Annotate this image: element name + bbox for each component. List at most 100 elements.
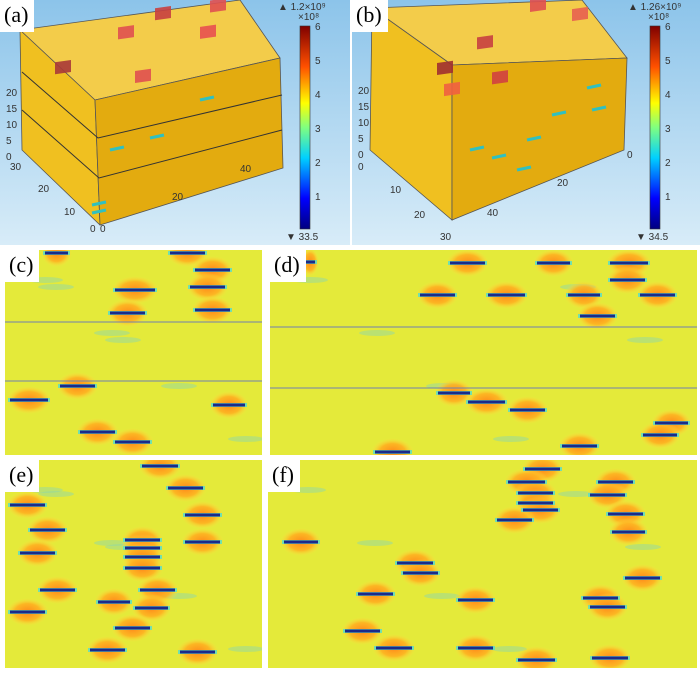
- panel-f-label: (f): [268, 460, 300, 492]
- low-stress-streak: [228, 436, 262, 442]
- axis-z-tick: 20: [6, 88, 18, 99]
- colorbar: [299, 25, 311, 230]
- crack-mark: [586, 83, 602, 90]
- panel-d-field-map: (d): [270, 250, 697, 455]
- stress-halo: [558, 432, 601, 455]
- axis-x-tick: 40: [487, 208, 499, 219]
- colorbar: [649, 25, 661, 230]
- colorbar-min-label: ▼ 33.5: [286, 232, 319, 243]
- axis-x-tick: 20: [172, 192, 184, 203]
- panel-c-svg: [5, 250, 262, 455]
- panel-e-svg: [5, 460, 262, 668]
- crack-mark: [526, 135, 542, 142]
- box-front-face: [451, 57, 628, 221]
- panel-a-3d-plot: 0 5 10 15 20 0 10 20 30 0 20 40 ▲ 1.2×10⁹ ×10⁸ ▼ 33.5 1…: [0, 0, 350, 245]
- hot-spot-square: [492, 70, 508, 85]
- colorbar-tick-label: 3: [665, 124, 671, 135]
- hot-spot-square: [135, 68, 151, 84]
- axis-x-tick: 40: [240, 164, 252, 175]
- hot-spot-square: [444, 81, 460, 97]
- crack-mark: [491, 153, 507, 160]
- crack-mark: [469, 145, 485, 152]
- low-stress-streak: [625, 544, 661, 550]
- stress-halo: [514, 646, 559, 668]
- low-stress-streak: [38, 284, 74, 290]
- hot-spot-square: [55, 60, 71, 75]
- hot-spot-square: [437, 60, 453, 76]
- crack-mark: [149, 133, 165, 140]
- low-stress-streak: [38, 491, 74, 497]
- low-stress-streak: [558, 491, 594, 497]
- panel-d-svg: [270, 250, 697, 455]
- panel-a-label: (a): [0, 0, 35, 32]
- colorbar-tick-label: 5: [665, 56, 671, 67]
- axis-y-tick: 30: [440, 232, 452, 243]
- axis-z-tick: 5: [358, 134, 364, 145]
- hot-spot-square: [572, 6, 588, 22]
- panel-f-field-map: (f): [268, 460, 697, 668]
- colorbar-min-label: ▼ 34.5: [636, 232, 669, 243]
- low-stress-streak: [491, 646, 527, 652]
- panel-c-label: (c): [5, 250, 40, 282]
- low-stress-streak: [161, 383, 197, 389]
- hot-spot-square: [530, 0, 546, 12]
- axis-z-tick: 10: [358, 118, 370, 129]
- colorbar-tick-label: 6: [315, 22, 321, 33]
- panel-e-label: (e): [5, 460, 40, 492]
- colorbar-tick-label: 3: [315, 124, 321, 135]
- low-stress-streak: [228, 646, 262, 652]
- colorbar-tick-label: 1: [665, 192, 671, 203]
- colorbar-max-label: ▲ 1.26×10⁹: [628, 2, 681, 13]
- axis-x-tick: 20: [557, 178, 569, 189]
- hot-spot-square: [200, 24, 216, 39]
- colorbar-tick-label: 6: [665, 22, 671, 33]
- colorbar-multiplier: ×10⁸: [298, 12, 319, 23]
- layer-boundary: [21, 71, 283, 139]
- axis-z-tick: 5: [6, 136, 12, 147]
- panel-b-label: (b): [352, 0, 388, 32]
- hot-spot-square: [210, 0, 226, 13]
- low-stress-streak: [105, 337, 141, 343]
- axis-z-tick: 15: [6, 104, 18, 115]
- axis-z-tick: 10: [6, 120, 18, 131]
- panel-b-3d-plot: 0 5 10 15 20 0 10 20 30 0 20 40 ▲ 1.26×10⁹ ×10⁸ ▼ 34.5…: [352, 0, 700, 245]
- axis-z-tick: 0: [6, 152, 12, 163]
- colorbar-tick-label: 1: [315, 192, 321, 203]
- layer-boundary: [21, 109, 283, 179]
- axis-y-tick: 0: [358, 162, 364, 173]
- hot-spot-square: [477, 35, 493, 50]
- low-stress-streak: [357, 540, 393, 546]
- colorbar-tick-label: 5: [315, 56, 321, 67]
- hot-spot-square: [155, 5, 171, 21]
- low-stress-streak: [627, 337, 663, 343]
- panel-c-field-map: (c): [5, 250, 262, 455]
- crack-mark: [551, 110, 567, 117]
- axis-y-tick: 20: [38, 184, 50, 195]
- panel-d-label: (d): [270, 250, 306, 282]
- low-stress-streak: [493, 436, 529, 442]
- axis-y-tick: 10: [390, 185, 402, 196]
- axis-z-tick: 0: [358, 150, 364, 161]
- axis-x-tick: 0: [100, 224, 106, 235]
- axis-y-tick: 30: [10, 162, 22, 173]
- box-front-face: [94, 57, 284, 226]
- low-stress-streak: [359, 330, 395, 336]
- axis-y-tick: 10: [64, 207, 76, 218]
- crack-mark: [109, 145, 125, 152]
- axis-y-tick: 0: [90, 224, 96, 235]
- crack-mark: [91, 208, 107, 215]
- low-stress-streak: [94, 330, 130, 336]
- low-stress-streak: [424, 593, 460, 599]
- colorbar-tick-label: 2: [315, 158, 321, 169]
- panel-f-svg: [268, 460, 697, 668]
- axis-y-tick: 20: [414, 210, 426, 221]
- panel-e-field-map: (e): [5, 460, 262, 668]
- colorbar-multiplier: ×10⁸: [648, 12, 669, 23]
- crack-mark: [516, 165, 532, 172]
- colorbar-tick-label: 4: [665, 90, 671, 101]
- crack-mark: [91, 200, 107, 207]
- hot-spot-square: [118, 25, 134, 40]
- axis-z-tick: 15: [358, 102, 370, 113]
- axis-z-tick: 20: [358, 86, 370, 97]
